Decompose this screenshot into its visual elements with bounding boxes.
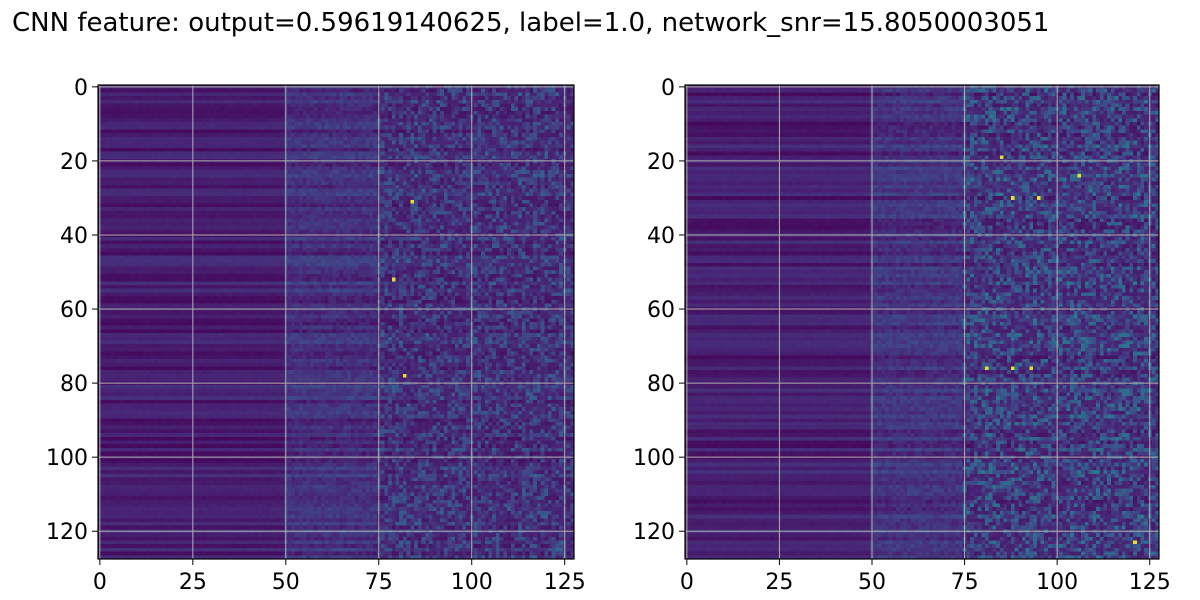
y-tick-label: 20 — [647, 150, 675, 175]
y-tick-label: 120 — [633, 520, 675, 545]
x-tick-label: 25 — [765, 570, 793, 595]
y-tick-label: 60 — [60, 298, 88, 323]
y-tick-label: 40 — [60, 224, 88, 249]
x-tick-label: 125 — [544, 570, 586, 595]
axes-frame — [684, 84, 1160, 560]
heatmap-panel-right: 0 25 50 75 100 125 0 20 40 60 80 100 120 — [633, 76, 1171, 595]
heatmap-panel-left: 0 25 50 75 100 125 0 20 40 60 80 100 120 — [46, 76, 586, 595]
x-tick-label: 75 — [365, 570, 393, 595]
x-tick-label: 25 — [179, 570, 207, 595]
x-tick-label: 50 — [858, 570, 886, 595]
heatmap-image — [98, 85, 574, 559]
y-tick-label: 100 — [46, 446, 88, 471]
figure-title: CNN feature: output=0.59619140625, label… — [12, 8, 1050, 38]
y-tick-label: 120 — [46, 520, 88, 545]
y-tick-label: 0 — [74, 76, 88, 101]
y-tick-label: 80 — [60, 372, 88, 397]
x-tick-label: 0 — [93, 570, 107, 595]
x-tick-label: 125 — [1129, 570, 1171, 595]
y-tick-label: 40 — [647, 224, 675, 249]
x-tick-label: 50 — [272, 570, 300, 595]
y-tick-label: 100 — [633, 446, 675, 471]
axes-frame — [97, 84, 575, 560]
y-tick-label: 60 — [647, 298, 675, 323]
x-tick-label: 0 — [680, 570, 694, 595]
x-tick-label: 75 — [951, 570, 979, 595]
y-tick-label: 20 — [60, 150, 88, 175]
x-tick-label: 100 — [1036, 570, 1078, 595]
y-tick-label: 80 — [647, 372, 675, 397]
x-tick-label: 100 — [451, 570, 493, 595]
heatmap-image — [685, 85, 1159, 559]
y-tick-label: 0 — [661, 76, 675, 101]
